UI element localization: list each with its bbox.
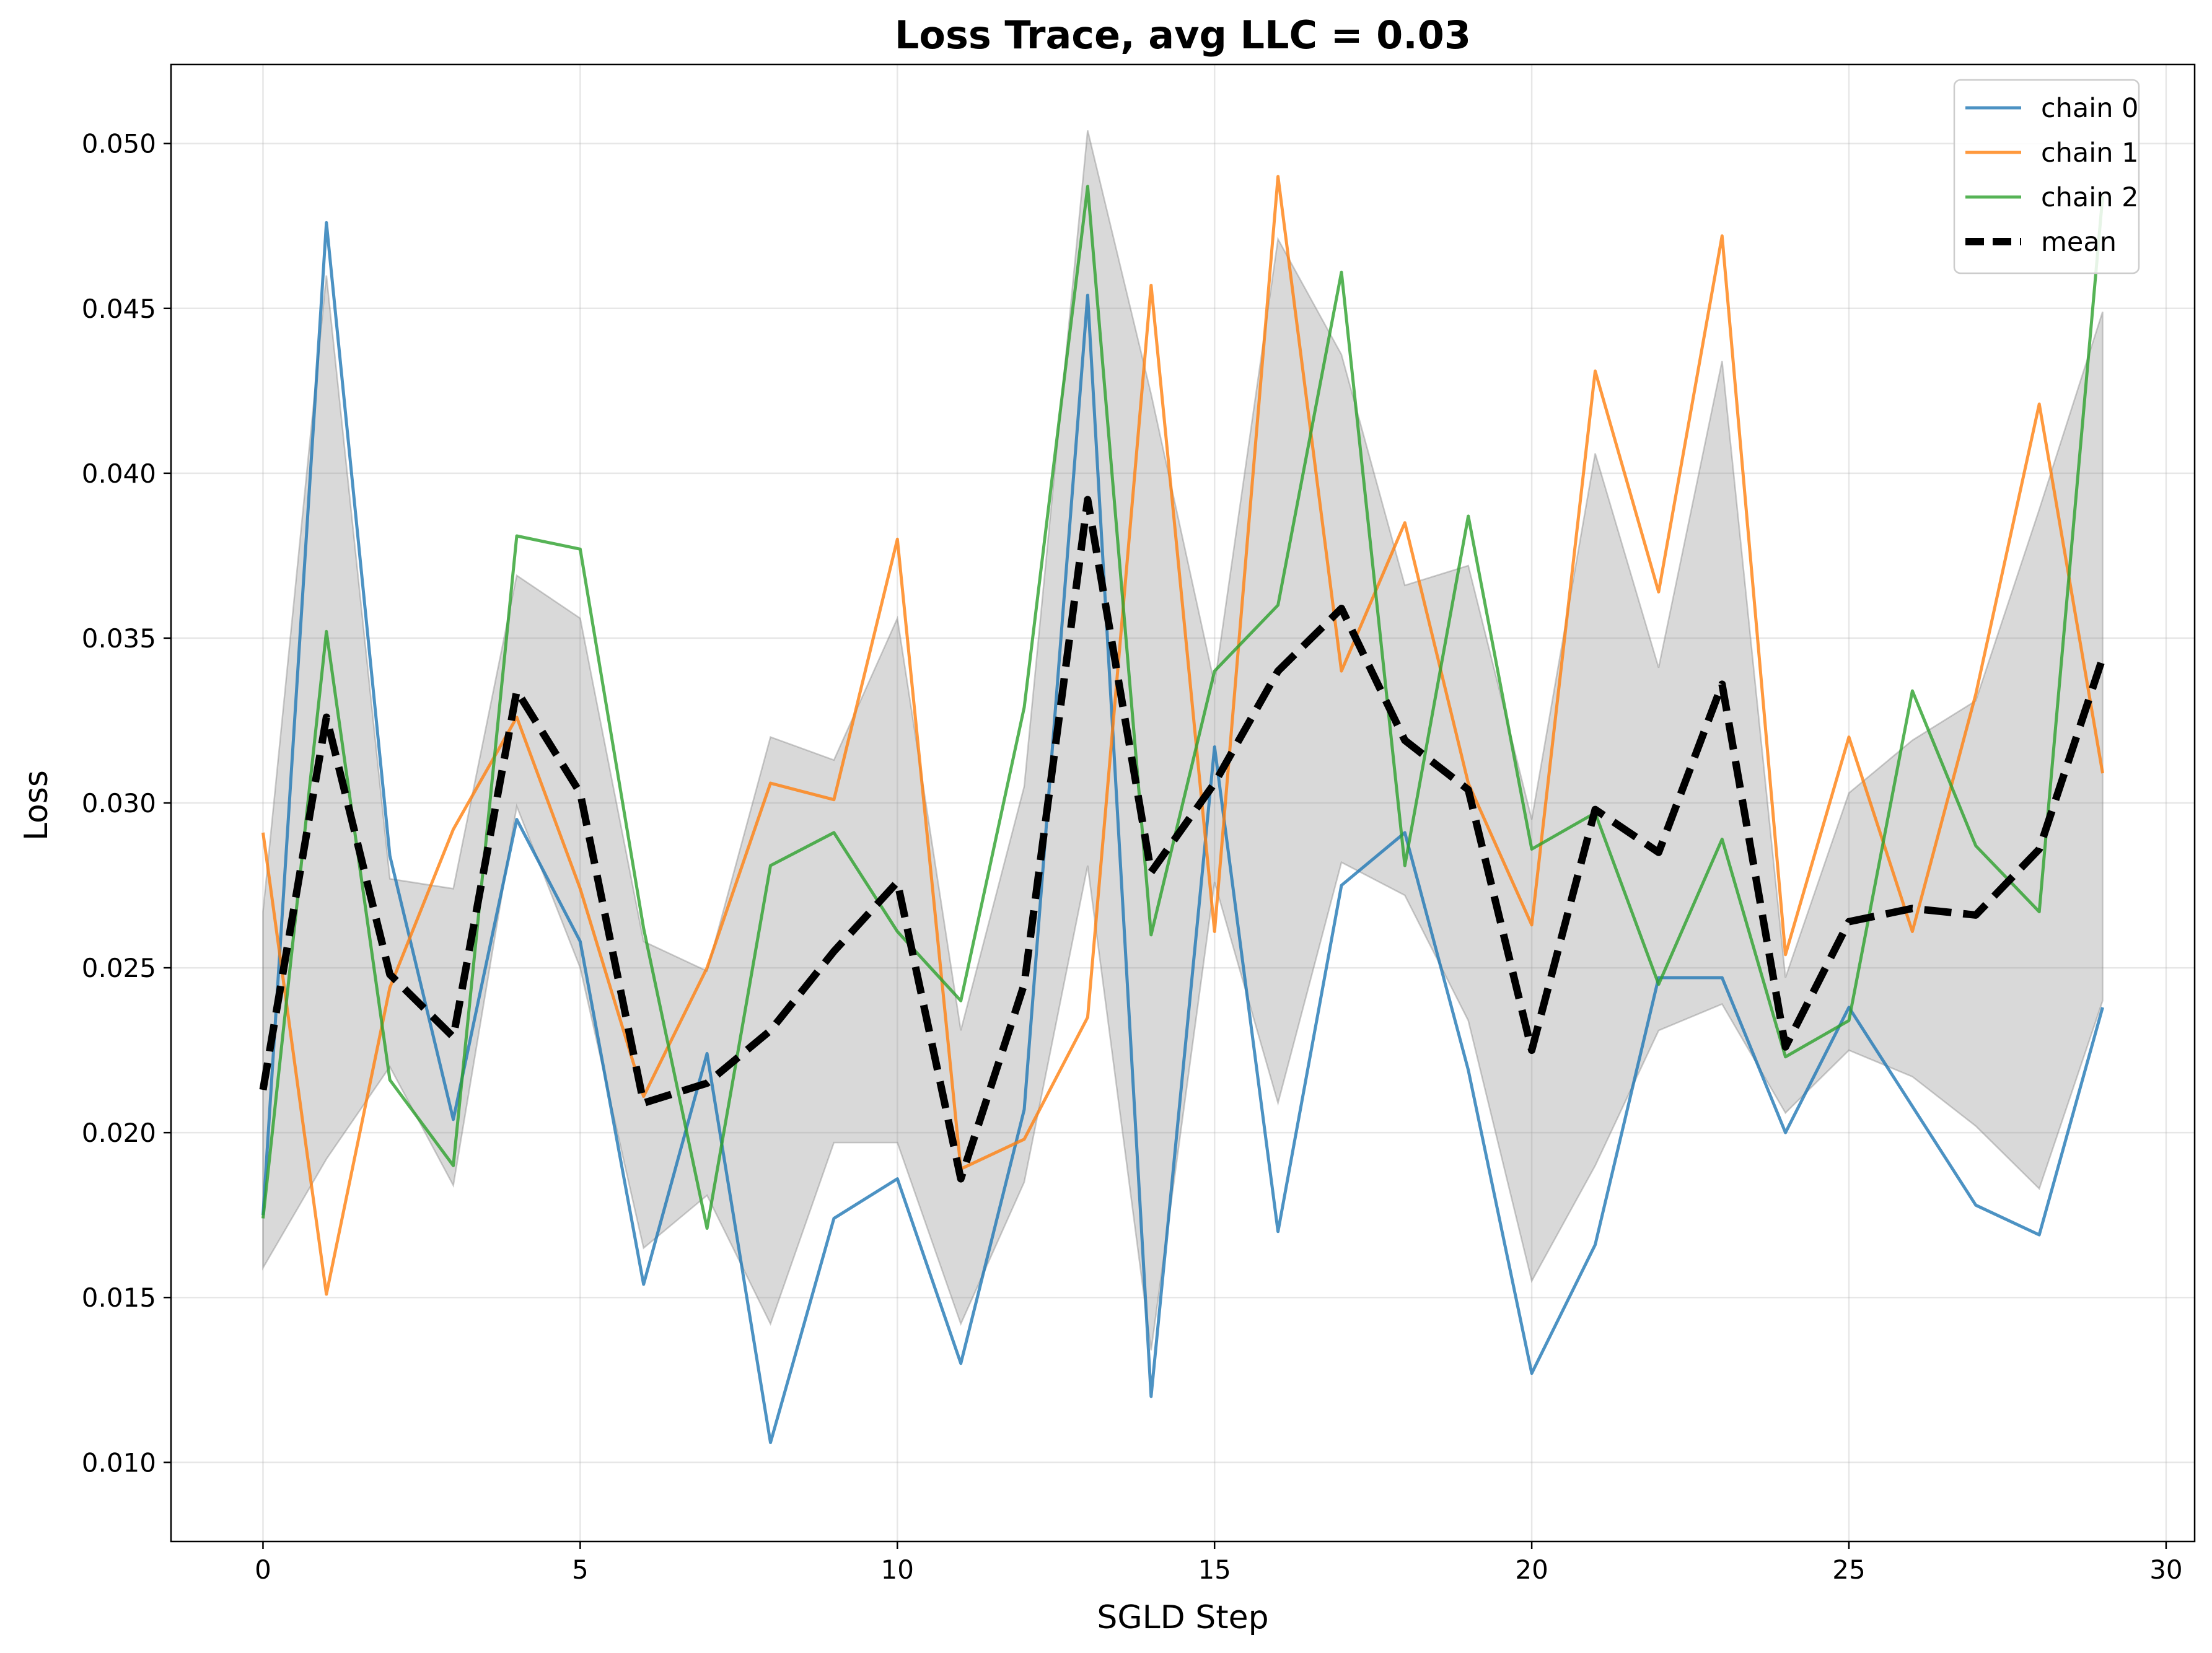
x-tick-label: 25: [1832, 1554, 1865, 1585]
x-tick-label: 0: [255, 1554, 271, 1585]
series-line-chain-0: [261, 221, 2104, 1444]
y-tick-label: 0.030: [82, 788, 156, 818]
x-tick-label: 5: [572, 1554, 589, 1585]
series-line-chain-2: [261, 185, 2104, 1230]
y-tick-label: 0.020: [82, 1118, 156, 1148]
y-tick-label: 0.035: [82, 623, 156, 654]
y-tick-label: 0.015: [82, 1282, 156, 1313]
chart-title: Loss Trace, avg LLC = 0.03: [895, 12, 1471, 58]
series-line-chain-1: [261, 175, 2104, 1296]
series-line-mean: [259, 496, 2107, 1183]
y-tick-label: 0.045: [82, 294, 156, 324]
legend-label-chain-0: chain 0: [2041, 93, 2138, 124]
legend-label-chain-1: chain 1: [2041, 138, 2138, 169]
y-tick-label: 0.040: [82, 458, 156, 489]
grid-layer: [171, 64, 2195, 1541]
x-axis-ticks: 0 5 10 15 20 25 30: [255, 1541, 2183, 1585]
legend-label-mean: mean: [2041, 227, 2117, 258]
x-tick-label: 20: [1515, 1554, 1548, 1585]
y-tick-label: 0.025: [82, 953, 156, 983]
series-layer: [259, 175, 2107, 1444]
legend-box: [1953, 79, 2140, 274]
legend-label-chain-2: chain 2: [2041, 182, 2138, 213]
y-tick-label: 0.050: [82, 129, 156, 159]
legend: chain 0 chain 1 chain 2 mean: [1953, 79, 2140, 274]
y-axis-ticks: 0.010 0.015 0.020 0.025 0.030 0.035 0.040 0.045…: [82, 129, 171, 1478]
y-axis-label: Loss: [18, 770, 55, 841]
x-axis-label: SGLD Step: [1097, 1599, 1268, 1636]
y-tick-label: 0.010: [82, 1447, 156, 1478]
x-tick-label: 10: [881, 1554, 914, 1585]
x-tick-label: 15: [1198, 1554, 1231, 1585]
x-tick-label: 30: [2149, 1554, 2182, 1585]
